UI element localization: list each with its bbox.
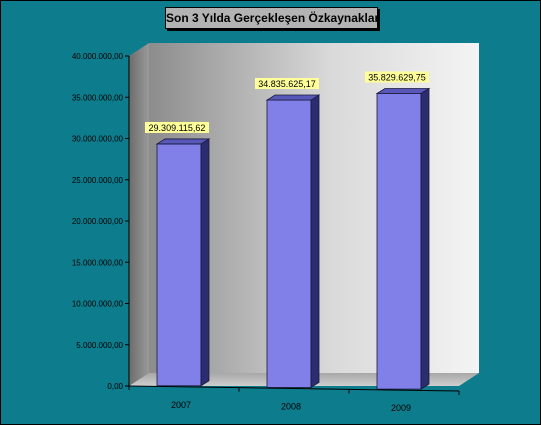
x-tick-label: 2007 bbox=[171, 400, 191, 410]
bar-front bbox=[266, 99, 312, 388]
bar-2009 bbox=[375, 87, 431, 390]
x-axis-line bbox=[128, 385, 460, 392]
bar-side bbox=[200, 138, 210, 387]
x-tick-label: 2009 bbox=[391, 403, 411, 413]
y-tick-label: 0,00 bbox=[107, 382, 123, 391]
bar-top bbox=[375, 88, 431, 94]
y-tick-label: 30.000.000,00 bbox=[72, 135, 124, 144]
y-tick-label: 35.000.000,00 bbox=[72, 93, 124, 102]
bar-2008 bbox=[265, 94, 321, 389]
bar-side bbox=[420, 87, 430, 390]
bar-side bbox=[310, 94, 320, 389]
y-tick-label: 20.000.000,00 bbox=[72, 217, 124, 226]
bar-front bbox=[376, 93, 422, 390]
data-label: 35.829.629,75 bbox=[368, 72, 426, 82]
bar-2007 bbox=[155, 138, 211, 387]
bar-front bbox=[156, 143, 202, 387]
data-label: 29.309.115,62 bbox=[149, 123, 206, 133]
y-tick-label: 25.000.000,00 bbox=[72, 176, 124, 185]
y-tick-label: 5.000.000,00 bbox=[76, 341, 123, 350]
data-label: 34.835.625,17 bbox=[258, 79, 316, 89]
y-tick-label: 10.000.000,00 bbox=[72, 300, 124, 309]
y-tick-label: 40.000.000,00 bbox=[72, 52, 124, 61]
data-label-bg bbox=[255, 78, 319, 90]
x-tick-label: 2008 bbox=[281, 401, 301, 411]
bar-top bbox=[155, 138, 211, 145]
bar-top bbox=[265, 94, 321, 101]
side-wall bbox=[129, 43, 149, 386]
chart-title: Son 3 Yılda Gerçekleşen Özkaynaklar bbox=[165, 7, 379, 29]
data-label-bg bbox=[145, 121, 209, 133]
y-tick-label: 15.000.000,00 bbox=[72, 258, 124, 267]
data-label-bg bbox=[365, 71, 429, 83]
